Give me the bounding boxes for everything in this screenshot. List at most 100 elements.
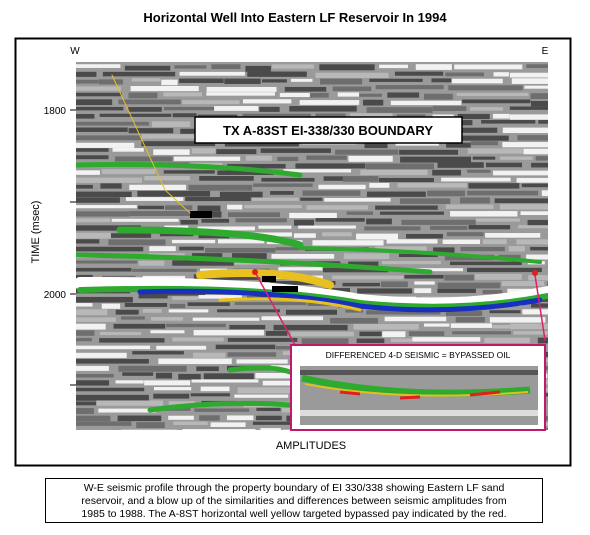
seismic-band: [467, 169, 491, 173]
seismic-band: [265, 330, 288, 336]
seismic-band: [366, 218, 392, 225]
seismic-band: [76, 309, 108, 316]
seismic-band: [128, 92, 158, 99]
seismic-band: [337, 92, 360, 97]
seismic-band: [492, 324, 510, 329]
seismic-band: [530, 246, 548, 251]
seismic-band: [357, 288, 413, 294]
seismic-band: [173, 421, 208, 425]
seismic-band: [485, 233, 541, 238]
seismic-band: [278, 267, 323, 271]
seismic-band: [452, 331, 511, 335]
seismic-band: [444, 274, 474, 281]
seismic-band: [260, 148, 331, 153]
seismic-band: [302, 190, 361, 196]
seismic-band: [366, 107, 433, 113]
seismic-band: [237, 387, 303, 394]
seismic-band: [151, 317, 183, 321]
seismic-band: [467, 148, 524, 154]
seismic-band: [468, 183, 520, 189]
seismic-band: [168, 401, 196, 406]
seismic-band: [524, 85, 548, 89]
seismic-band: [379, 64, 409, 69]
seismic-band: [76, 239, 100, 244]
seismic-band: [194, 408, 250, 412]
seismic-band: [489, 317, 546, 323]
seismic-band: [318, 184, 366, 190]
inset-title: DIFFERENCED 4-D SEISMIC = BYPASSED OIL: [326, 350, 511, 360]
seismic-band: [530, 100, 548, 107]
seismic-band: [76, 330, 95, 336]
seismic-band: [76, 205, 137, 209]
seismic-band: [153, 393, 190, 399]
seismic-band: [301, 338, 349, 345]
seismic-band: [118, 99, 181, 105]
seismic-band: [200, 386, 230, 392]
seismic-band: [516, 177, 548, 183]
seismic-band: [290, 331, 354, 337]
seismic-band: [114, 156, 173, 162]
seismic-band: [173, 156, 241, 161]
seismic-band: [256, 415, 282, 421]
seismic-band: [224, 78, 261, 84]
seismic-band: [342, 176, 379, 182]
seismic-band: [499, 156, 533, 160]
seismic-band: [76, 337, 92, 342]
seismic-band: [522, 309, 548, 315]
seismic-band: [130, 85, 199, 92]
seismic-band: [76, 380, 110, 386]
seismic-band: [227, 212, 280, 218]
seismic-band: [76, 142, 135, 148]
seismic-band: [260, 428, 281, 430]
seismic-band: [76, 359, 149, 364]
seismic-band: [259, 106, 280, 112]
seismic-band: [450, 211, 518, 217]
seismic-band: [431, 78, 452, 83]
seismic-band: [229, 324, 266, 330]
seismic-band: [76, 121, 149, 126]
seismic-band: [284, 86, 327, 92]
seismic-band: [454, 135, 509, 141]
seismic-band: [150, 330, 185, 334]
seismic-band: [101, 169, 156, 175]
seismic-band: [172, 260, 234, 266]
seismic-band: [100, 183, 122, 189]
seismic-band: [108, 239, 166, 246]
seismic-band: [262, 79, 287, 83]
seismic-band: [359, 93, 382, 97]
seismic-band: [168, 415, 194, 420]
seismic-band: [102, 71, 176, 77]
seismic-band: [190, 211, 212, 218]
seismic-band: [363, 99, 384, 106]
seismic-band: [76, 394, 149, 401]
seismic-band: [446, 232, 484, 237]
seismic-band: [217, 170, 274, 175]
seismic-band: [343, 253, 390, 260]
seismic-band: [117, 415, 162, 422]
seismic-band: [76, 317, 116, 322]
seismic-band: [76, 365, 109, 371]
seismic-band: [510, 323, 548, 330]
seismic-band: [364, 226, 421, 231]
seismic-band: [101, 303, 121, 309]
seismic-band: [531, 162, 548, 168]
seismic-band: [99, 331, 142, 336]
seismic-band: [275, 247, 300, 251]
seismic-band: [206, 86, 277, 92]
seismic-band: [185, 197, 251, 202]
seismic-band: [356, 233, 399, 240]
seismic-band: [364, 142, 388, 149]
seismic-band: [227, 204, 243, 210]
seismic-band: [193, 352, 226, 358]
seismic-band: [179, 71, 245, 76]
seismic-band: [342, 282, 380, 287]
seismic-band: [219, 191, 263, 198]
seismic-band: [252, 269, 258, 275]
seismic-band: [76, 429, 112, 430]
seismic-band: [445, 204, 494, 209]
seismic-band: [535, 156, 548, 161]
seismic-band: [396, 114, 426, 118]
boundary-label: TX A-83ST EI-338/330 BOUNDARY: [223, 123, 433, 138]
seismic-band: [76, 184, 93, 189]
seismic-band: [526, 254, 548, 260]
